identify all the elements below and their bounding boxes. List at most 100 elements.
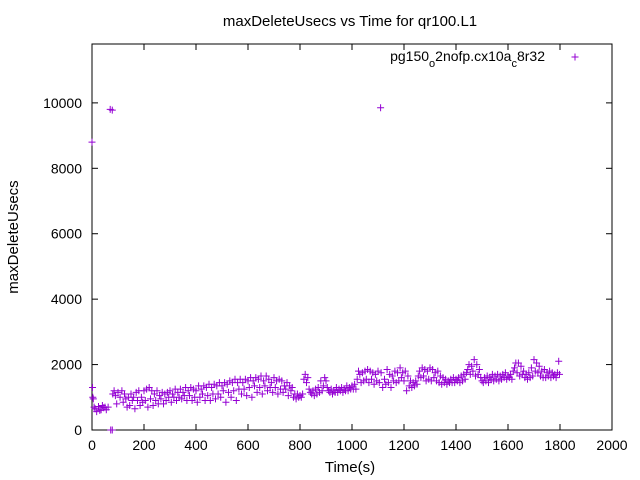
legend: pg150o2nofp.cx10ac8r32	[390, 48, 579, 70]
data-point	[217, 393, 225, 401]
y-tick-label: 8000	[51, 160, 82, 176]
x-axis-label: Time(s)	[325, 459, 375, 476]
data-point	[116, 393, 124, 401]
data-point	[89, 393, 97, 401]
data-point	[114, 388, 122, 396]
data-point	[267, 379, 275, 387]
x-tick-label: 1600	[492, 437, 523, 453]
data-point	[305, 385, 313, 393]
y-axis-label: maxDeleteUsecs	[5, 180, 22, 293]
data-point	[169, 390, 177, 398]
data-point	[420, 372, 427, 380]
data-point	[232, 397, 240, 405]
data-point	[131, 405, 139, 413]
data-point	[469, 367, 477, 375]
data-point	[468, 362, 476, 370]
data-point	[314, 383, 322, 391]
data-point	[318, 387, 326, 395]
data-point	[475, 365, 483, 373]
chart-title: maxDeleteUsecs vs Time for qr100.L1	[223, 13, 477, 30]
data-point	[134, 397, 141, 405]
data-point	[351, 380, 359, 388]
data-point	[381, 375, 388, 383]
data-point	[319, 382, 327, 390]
axis-tick-labels: 0 200 400 600 800 1000 1200 1400 1600 1800 2000 0 20…	[43, 95, 628, 453]
x-tick-label: 800	[288, 437, 312, 453]
data-point	[271, 383, 279, 391]
data-point	[108, 426, 116, 434]
data-point	[527, 364, 535, 372]
data-point	[248, 393, 256, 401]
data-point	[89, 383, 97, 391]
data-point	[470, 356, 478, 364]
data-point	[352, 385, 360, 393]
data-point	[88, 138, 96, 146]
data-point	[377, 369, 385, 377]
data-point	[511, 364, 518, 372]
x-tick-label: 1400	[440, 437, 471, 453]
data-point	[199, 390, 206, 398]
data-point	[274, 390, 282, 398]
data-point	[240, 385, 248, 393]
data-point	[193, 398, 201, 406]
data-point	[396, 364, 404, 372]
data-point	[374, 367, 382, 375]
data-point	[222, 398, 230, 406]
data-point	[282, 385, 290, 393]
x-tick-label: 2000	[596, 437, 627, 453]
data-points	[88, 104, 563, 434]
data-point	[552, 374, 560, 382]
data-point	[375, 379, 383, 387]
x-tick-label: 400	[184, 437, 208, 453]
data-point	[403, 387, 411, 395]
y-tick-label: 0	[74, 422, 82, 438]
data-point	[384, 379, 392, 387]
data-point	[137, 393, 145, 401]
data-point	[110, 387, 118, 395]
data-point	[517, 362, 525, 370]
legend-series-label: pg150o2nofp.cx10ac8r32	[390, 48, 545, 70]
x-tick-label: 600	[236, 437, 260, 453]
data-point	[186, 392, 193, 400]
data-point	[387, 383, 395, 391]
data-point	[434, 367, 442, 375]
data-point	[251, 382, 258, 390]
data-point	[555, 357, 563, 365]
data-point	[353, 375, 361, 383]
data-point	[121, 390, 128, 398]
data-point	[284, 392, 292, 400]
axis-ticks	[91, 44, 613, 431]
x-tick-label: 200	[132, 437, 156, 453]
data-point	[130, 393, 138, 401]
data-point	[525, 369, 533, 377]
data-point	[141, 397, 149, 405]
data-point	[508, 375, 516, 383]
data-point	[157, 395, 165, 403]
data-point	[404, 372, 412, 380]
data-point	[355, 367, 362, 375]
x-tick-label: 1000	[336, 437, 367, 453]
data-point	[192, 387, 200, 395]
data-point	[278, 377, 286, 385]
plot-frame	[91, 43, 613, 431]
data-point	[261, 382, 269, 390]
data-point	[149, 401, 157, 409]
data-point	[90, 403, 98, 411]
data-point	[93, 408, 101, 416]
legend-marker-symbol	[571, 53, 579, 61]
data-point	[212, 395, 219, 403]
data-point	[108, 106, 116, 114]
x-tick-label: 1800	[544, 437, 575, 453]
y-tick-label: 4000	[51, 291, 82, 307]
data-point	[253, 388, 261, 396]
data-point	[206, 397, 214, 405]
data-point	[227, 393, 235, 401]
data-point	[243, 392, 251, 400]
data-point	[535, 362, 543, 370]
data-point	[219, 387, 227, 395]
data-point	[379, 383, 387, 391]
data-point	[287, 387, 295, 395]
data-point	[260, 377, 268, 385]
data-point	[297, 393, 305, 401]
